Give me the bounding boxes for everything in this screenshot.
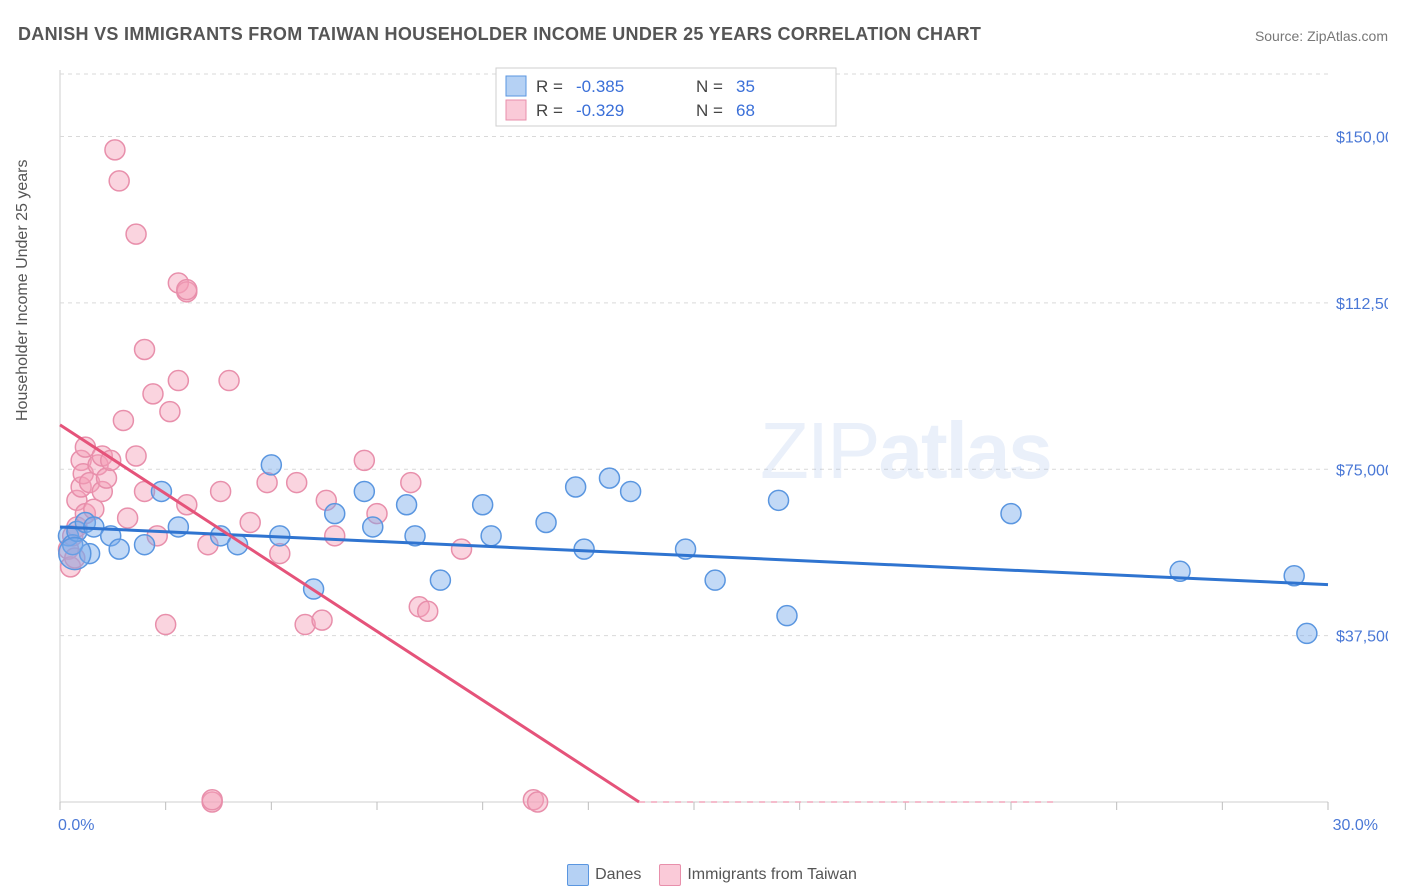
data-point-taiwan: [240, 513, 260, 533]
data-point-danes: [473, 495, 493, 515]
data-point-danes: [536, 513, 556, 533]
data-point-taiwan: [452, 539, 472, 559]
data-point-danes: [325, 504, 345, 524]
source-label: Source: ZipAtlas.com: [1255, 28, 1388, 44]
data-point-danes: [705, 570, 725, 590]
data-point-taiwan: [135, 339, 155, 359]
legend-r-label: R =: [536, 77, 563, 96]
data-point-danes: [354, 481, 374, 501]
data-point-taiwan: [156, 615, 176, 635]
data-point-taiwan: [325, 526, 345, 546]
data-point-danes-large: [59, 538, 91, 570]
x-min-label: 0.0%: [58, 817, 94, 834]
data-point-taiwan: [118, 508, 138, 528]
plot-area: $37,500 $75,000 $112,500 $150,000 0.0% 30.0% R…: [56, 60, 1388, 850]
x-max-label: 30.0%: [1333, 817, 1378, 834]
scatter-plot: $37,500 $75,000 $112,500 $150,000 0.0% 30.0% R…: [56, 60, 1388, 850]
data-point-taiwan: [96, 468, 116, 488]
legend-bottom: Danes Immigrants from Taiwan: [0, 864, 1406, 886]
legend-r-value-taiwan: -0.329: [576, 101, 624, 120]
legend-n-label: N =: [696, 77, 723, 96]
trend-line-danes: [60, 527, 1328, 585]
data-point-taiwan: [257, 473, 277, 493]
legend-swatch-taiwan: [506, 100, 526, 120]
data-point-taiwan: [143, 384, 163, 404]
data-point-taiwan: [160, 402, 180, 422]
trend-line-taiwan: [60, 425, 639, 802]
legend-r-label: R =: [536, 101, 563, 120]
data-point-danes: [599, 468, 619, 488]
data-point-danes: [109, 539, 129, 559]
legend-n-label: N =: [696, 101, 723, 120]
data-point-taiwan: [168, 371, 188, 391]
data-point-taiwan: [312, 610, 332, 630]
data-point-taiwan: [202, 790, 222, 810]
data-point-taiwan: [528, 792, 548, 812]
legend-swatch: [659, 864, 681, 886]
data-point-danes: [397, 495, 417, 515]
y-axis-label: Householder Income Under 25 years: [14, 160, 32, 421]
data-point-danes: [481, 526, 501, 546]
y-tick-label: $112,500: [1336, 296, 1388, 313]
y-tick-label: $150,000: [1336, 130, 1388, 147]
legend-swatch: [567, 864, 589, 886]
data-point-taiwan: [126, 446, 146, 466]
data-point-taiwan: [354, 450, 374, 470]
data-point-taiwan: [401, 473, 421, 493]
data-point-taiwan: [105, 140, 125, 160]
y-tick-label: $75,000: [1336, 462, 1388, 479]
data-point-danes: [261, 455, 281, 475]
data-point-taiwan: [113, 410, 133, 430]
data-point-danes: [135, 535, 155, 555]
data-point-taiwan: [126, 224, 146, 244]
chart-title: DANISH VS IMMIGRANTS FROM TAIWAN HOUSEHO…: [18, 24, 981, 45]
data-point-taiwan: [109, 171, 129, 191]
y-tick-label: $37,500: [1336, 629, 1388, 646]
data-point-taiwan: [177, 280, 197, 300]
data-point-danes: [430, 570, 450, 590]
data-point-danes: [621, 481, 641, 501]
legend-n-value-taiwan: 68: [736, 101, 755, 120]
data-point-danes: [777, 606, 797, 626]
data-point-taiwan: [418, 601, 438, 621]
data-point-danes: [1001, 504, 1021, 524]
legend-n-value-danes: 35: [736, 77, 755, 96]
legend-label: Immigrants from Taiwan: [687, 866, 857, 883]
data-point-taiwan: [219, 371, 239, 391]
data-point-taiwan: [287, 473, 307, 493]
data-point-danes: [363, 517, 383, 537]
legend-swatch-danes: [506, 76, 526, 96]
data-point-danes: [566, 477, 586, 497]
data-point-danes: [1297, 623, 1317, 643]
data-point-taiwan: [211, 481, 231, 501]
legend-r-value-danes: -0.385: [576, 77, 624, 96]
legend-label: Danes: [595, 866, 641, 883]
data-point-danes: [769, 490, 789, 510]
